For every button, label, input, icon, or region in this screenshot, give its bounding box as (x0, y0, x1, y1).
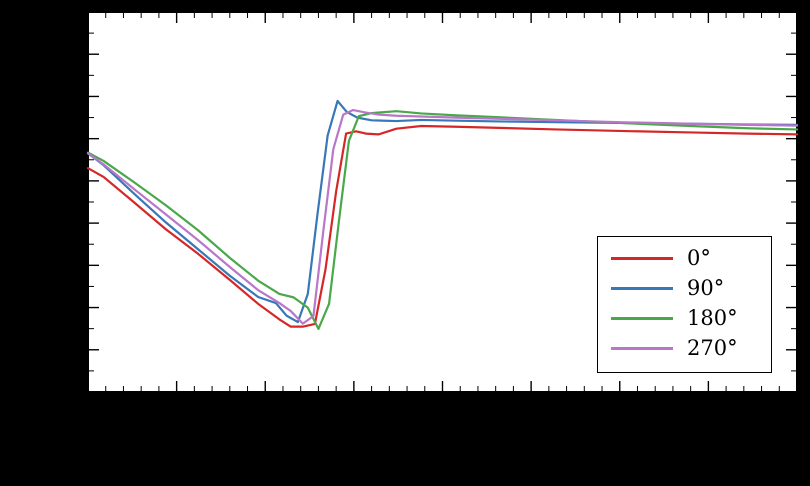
legend: 0° 90° 180° 270° (597, 236, 772, 373)
legend-item[interactable]: 90° (598, 273, 771, 303)
legend-swatch-1 (611, 286, 673, 290)
legend-label-2: 180° (687, 305, 738, 330)
legend-swatch-2 (611, 316, 673, 320)
legend-swatch-3 (611, 346, 673, 350)
legend-label-0: 0° (687, 245, 711, 270)
legend-label-1: 90° (687, 275, 725, 300)
axis-ticks (87, 11, 798, 393)
legend-item[interactable]: 0° (598, 243, 771, 273)
legend-label-3: 270° (687, 335, 738, 360)
legend-swatch-0 (611, 256, 673, 260)
series-line-0° (86, 124, 799, 328)
series-line-270° (86, 108, 799, 325)
legend-item[interactable]: 180° (598, 303, 771, 333)
legend-item[interactable]: 270° (598, 333, 771, 363)
data-series-group (86, 99, 799, 331)
series-line-90° (86, 99, 799, 324)
